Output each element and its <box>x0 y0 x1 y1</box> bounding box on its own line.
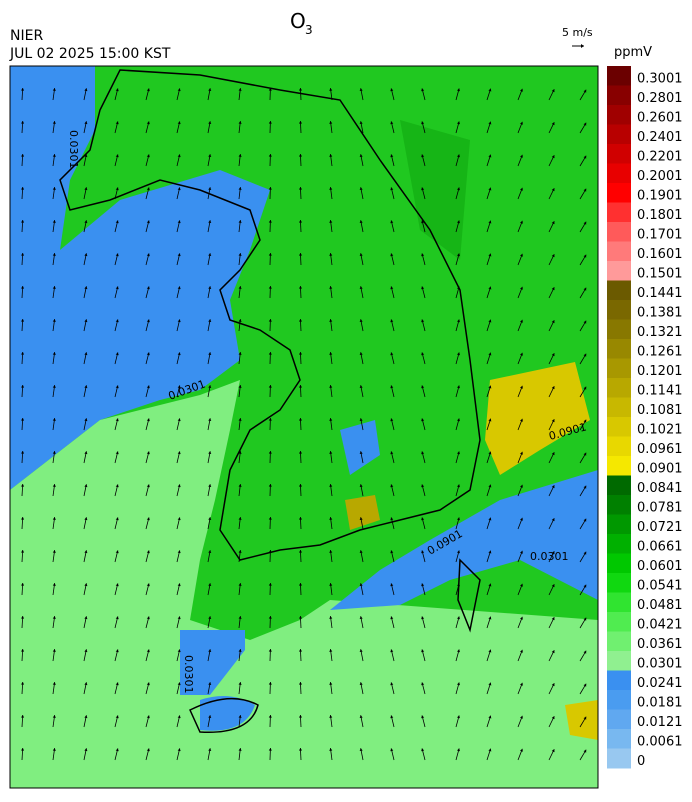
contour-label: 0.0301 <box>67 130 80 169</box>
colorbar-label: 0.0841 <box>637 481 683 496</box>
colorbar-swatch <box>607 105 631 125</box>
colorbar-label: 0.0361 <box>637 637 683 652</box>
map: 0.0301 0.0901 0.0301 0.0301 0.0901 0.030… <box>10 66 598 788</box>
contour-label: 0.0301 <box>530 550 569 563</box>
colorbar-unit: ppmV <box>614 45 652 60</box>
colorbar-swatch <box>607 320 631 340</box>
colorbar-label: 0.2801 <box>637 91 683 106</box>
colorbar-label: 0.1381 <box>637 306 683 321</box>
colorbar-swatch <box>607 398 631 418</box>
colorbar-swatch <box>607 183 631 203</box>
colorbar-swatch <box>607 515 631 535</box>
colorbar-swatch <box>607 417 631 437</box>
colorbar-swatch <box>607 729 631 749</box>
colorbar-swatch <box>607 651 631 671</box>
colorbar-swatch <box>607 242 631 262</box>
colorbar-label: 0.1261 <box>637 345 683 360</box>
colorbar-swatch <box>607 749 631 769</box>
colorbar-label: 0.1501 <box>637 267 683 282</box>
colorbar-swatch <box>607 710 631 730</box>
elevated-area <box>565 700 598 740</box>
colorbar: 0.3001 0.2801 0.2601 0.2401 0.2201 0.2001 0.19… <box>607 66 683 769</box>
colorbar-swatch <box>607 476 631 496</box>
colorbar-label: 0.1021 <box>637 423 683 438</box>
colorbar-label: 0.0961 <box>637 442 683 457</box>
colorbar-label: 0.2001 <box>637 169 683 184</box>
title-subscript: 3 <box>305 23 313 37</box>
title: O <box>290 9 306 33</box>
colorbar-label: 0.2601 <box>637 111 683 126</box>
colorbar-swatch <box>607 573 631 593</box>
colorbar-swatch <box>607 222 631 242</box>
colorbar-label: 0.0061 <box>637 735 683 750</box>
colorbar-label: 0.1441 <box>637 286 683 301</box>
colorbar-label: 0.1601 <box>637 247 683 262</box>
colorbar-label: 0.0421 <box>637 618 683 633</box>
contour-label: 0.0301 <box>182 655 195 694</box>
colorbar-swatch <box>607 300 631 320</box>
colorbar-swatch <box>607 534 631 554</box>
colorbar-swatch <box>607 66 631 86</box>
colorbar-label: 0 <box>637 754 645 769</box>
colorbar-swatch <box>607 671 631 691</box>
colorbar-label: 0.0721 <box>637 520 683 535</box>
colorbar-swatch <box>607 554 631 574</box>
colorbar-swatch <box>607 632 631 652</box>
colorbar-swatch <box>607 359 631 379</box>
timestamp: JUL 02 2025 15:00 KST <box>9 46 171 62</box>
colorbar-swatch <box>607 281 631 301</box>
colorbar-swatch <box>607 164 631 184</box>
colorbar-swatch <box>607 593 631 613</box>
colorbar-label: 0.0481 <box>637 598 683 613</box>
wind-scale-arrowhead <box>581 44 584 48</box>
colorbar-label: 0.1141 <box>637 384 683 399</box>
colorbar-label: 0.0121 <box>637 715 683 730</box>
wind-scale-label: 5 m/s <box>562 26 593 39</box>
colorbar-label: 0.0901 <box>637 462 683 477</box>
colorbar-swatch <box>607 437 631 457</box>
colorbar-label: 0.0181 <box>637 696 683 711</box>
colorbar-label: 0.0661 <box>637 540 683 555</box>
colorbar-label: 0.0241 <box>637 676 683 691</box>
colorbar-label: 0.3001 <box>637 72 683 87</box>
colorbar-label: 0.1901 <box>637 189 683 204</box>
colorbar-label: 0.0301 <box>637 657 683 672</box>
colorbar-label: 0.1801 <box>637 208 683 223</box>
colorbar-swatch <box>607 125 631 145</box>
colorbar-label: 0.0781 <box>637 501 683 516</box>
colorbar-label: 0.2201 <box>637 150 683 165</box>
colorbar-swatch <box>607 378 631 398</box>
colorbar-swatch <box>607 339 631 359</box>
colorbar-label: 0.1321 <box>637 325 683 340</box>
colorbar-swatch <box>607 456 631 476</box>
colorbar-label: 0.0601 <box>637 559 683 574</box>
colorbar-swatch <box>607 690 631 710</box>
colorbar-swatch <box>607 495 631 515</box>
colorbar-label: 0.1201 <box>637 364 683 379</box>
colorbar-swatch <box>607 261 631 281</box>
colorbar-swatch <box>607 612 631 632</box>
colorbar-swatch <box>607 144 631 164</box>
colorbar-swatch <box>607 203 631 223</box>
colorbar-label: 0.1081 <box>637 403 683 418</box>
colorbar-label: 0.2401 <box>637 130 683 145</box>
colorbar-label: 0.0541 <box>637 579 683 594</box>
agency: NIER <box>10 28 43 44</box>
colorbar-swatch <box>607 86 631 106</box>
colorbar-label: 0.1701 <box>637 228 683 243</box>
